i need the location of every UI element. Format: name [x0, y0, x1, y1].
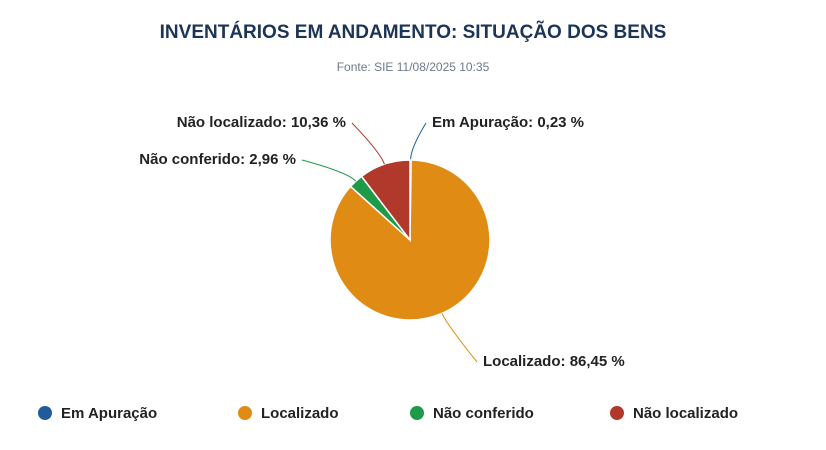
label-value: 0,23 % [537, 114, 584, 131]
legend-marker [410, 406, 424, 420]
connector [410, 122, 427, 161]
chart-title: INVENTÁRIOS EM ANDAMENTO: SITUAÇÃO DOS B… [160, 21, 667, 43]
label-value: 10,36 % [291, 114, 346, 131]
connector [351, 122, 385, 165]
label-name: Não conferido [139, 151, 240, 168]
label-sep: : [240, 151, 249, 168]
label-name: Em Apuração [432, 114, 528, 131]
label-name: Localizado [483, 353, 561, 370]
legend-marker [238, 406, 252, 420]
legend-label[interactable]: Em Apuração [61, 405, 157, 422]
data-label: Localizado: 86,45 % [483, 353, 625, 370]
label-value: 86,45 % [570, 353, 625, 370]
data-label: Não localizado: 10,36 % [177, 114, 346, 131]
legend-label[interactable]: Não localizado [633, 405, 738, 422]
legend-marker [38, 406, 52, 420]
legend-label[interactable]: Localizado [261, 405, 339, 422]
label-sep: : [282, 114, 291, 131]
chart-subtitle: Fonte: SIE 11/08/2025 10:35 [337, 60, 490, 74]
pie-slice [360, 159, 411, 243]
data-label: Em Apuração: 0,23 % [432, 114, 584, 131]
label-value: 2,96 % [249, 151, 296, 168]
label-name: Não localizado [177, 114, 282, 131]
label-sep: : [528, 114, 537, 131]
legend-label[interactable]: Não conferido [433, 405, 534, 422]
connector [301, 159, 357, 182]
legend-marker [610, 406, 624, 420]
label-sep: : [561, 353, 570, 370]
data-label: Não conferido: 2,96 % [139, 151, 296, 168]
connector [441, 313, 478, 363]
